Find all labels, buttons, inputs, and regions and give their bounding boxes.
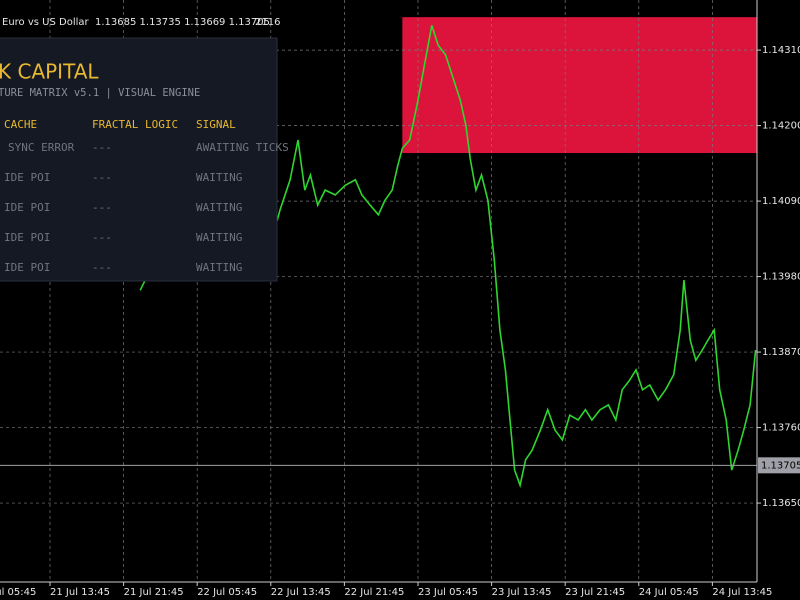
panel-cell: AWAITING TICKS [196,141,289,154]
panel-cell: IDE POI [4,201,50,214]
brand: K CAPITAL [0,60,99,84]
column-header: CACHE [4,118,37,131]
y-tick-label: 1.14090 [762,196,800,207]
quote: 1.13685 1.13735 1.13669 1.13705 [95,17,270,28]
y-tick-label: 1.13870 [762,347,800,358]
supply-zone [402,17,757,154]
panel-cell: --- [92,261,112,274]
panel-cell: --- [92,201,112,214]
panel-cell: WAITING [196,201,242,214]
price-line [139,25,757,489]
panel-cell: --- [92,141,112,154]
x-tick-label: 22 Jul 13:45 [271,587,331,598]
column-header: SIGNAL [196,118,236,131]
y-tick-label: 1.13760 [762,423,800,434]
panel-cell: IDE POI [4,261,50,274]
x-tick-label: 22 Jul 05:45 [197,587,257,598]
y-tick-label: 1.14200 [762,121,800,132]
panel-cell: --- [92,171,112,184]
y-tick-label: 1.14310 [762,45,800,56]
panel-cell: WAITING [196,231,242,244]
current-price-box [758,457,800,474]
panel-cell: SYNC ERROR [8,141,75,154]
x-tick-label: 24 Jul 05:45 [639,587,699,598]
panel-cell: IDE POI [4,171,50,184]
x-tick-label: 21 Jul 05:45 [0,587,36,598]
symbol: Euro vs US Dollar [2,17,90,28]
panel: K CAPITAL TURE MATRIX v5.1 | VISUAL ENGI… [0,37,289,282]
panel-cell: IDE POI [4,231,50,244]
x-tick-label: 24 Jul 13:45 [712,587,772,598]
panel-cell: --- [92,231,112,244]
tick-volume: 2116 [255,17,280,28]
panel-cell: WAITING [196,171,242,184]
x-tick-label: 23 Jul 05:45 [418,587,478,598]
panel-cell: WAITING [196,261,242,274]
x-tick-label: 22 Jul 21:45 [344,587,404,598]
subtitle: TURE MATRIX v5.1 | VISUAL ENGINE [0,87,200,99]
y-tick-label: 1.13650 [762,498,800,509]
panel-box [0,37,278,282]
y-tick-label: 1.13980 [762,272,800,283]
x-tick-label: 23 Jul 21:45 [565,587,625,598]
column-header: FRACTAL LOGIC [92,118,178,131]
current-price-label: 1.13705 [761,460,800,471]
x-tick-label: 23 Jul 13:45 [492,587,552,598]
x-tick-label: 21 Jul 13:45 [50,587,110,598]
x-tick-label: 21 Jul 21:45 [124,587,184,598]
